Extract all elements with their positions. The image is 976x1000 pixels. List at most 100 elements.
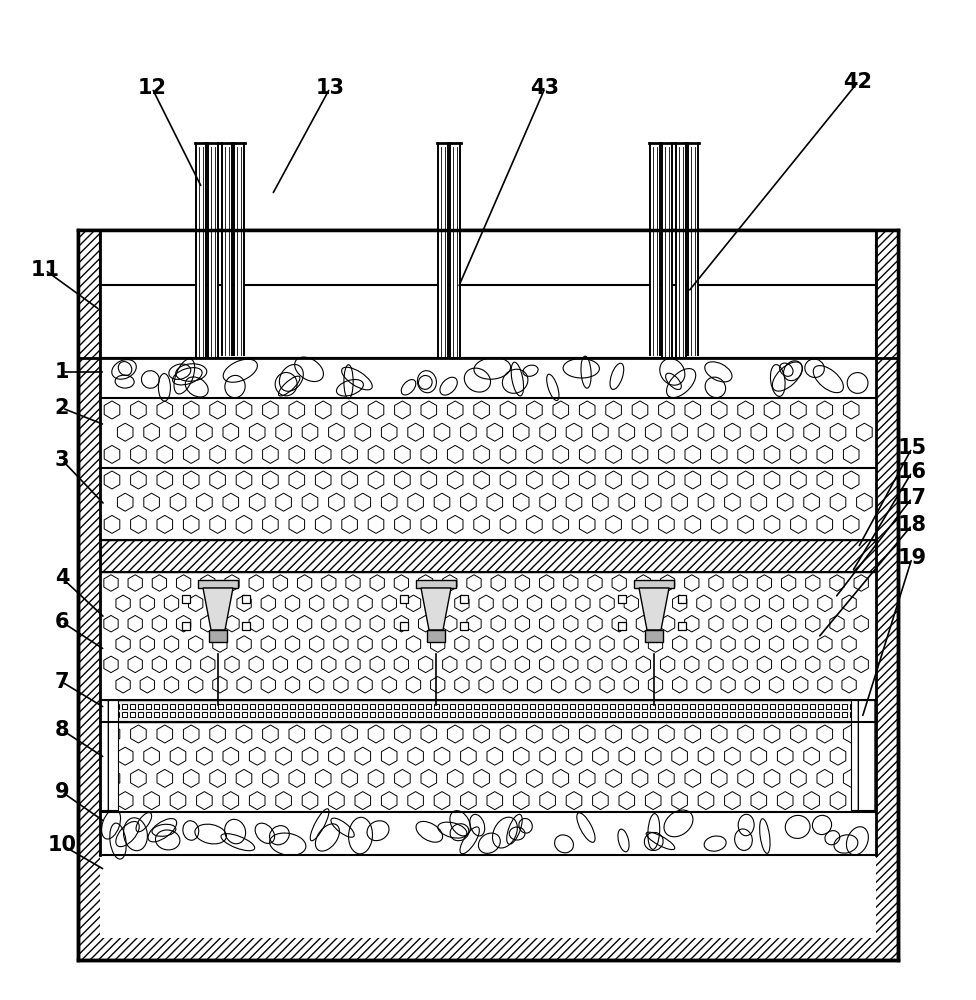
Bar [100,540,876,572]
Bar [234,712,239,717]
Bar [146,704,151,709]
Bar [802,712,807,717]
Bar [578,704,583,709]
Bar [688,143,698,355]
Bar [810,712,815,717]
Bar [100,700,118,810]
Bar [130,704,135,709]
Bar [522,712,527,717]
Bar [354,712,359,717]
Bar [146,712,151,717]
Bar [427,630,445,642]
Bar [802,704,807,709]
Bar [266,704,271,709]
Bar [714,704,719,709]
Bar [386,704,391,709]
Bar [234,704,239,709]
Bar [100,572,876,700]
Bar [418,704,423,709]
Bar [298,712,303,717]
Bar [474,704,479,709]
Bar [610,704,615,709]
Bar [618,712,623,717]
Text: 9: 9 [55,782,69,802]
Bar [634,704,639,709]
Bar [642,712,647,717]
Bar [678,595,686,603]
Bar [418,712,423,717]
Bar [426,712,431,717]
Bar [194,712,199,717]
Text: 42: 42 [843,72,873,92]
Bar [626,712,631,717]
Bar [426,704,431,709]
Bar [202,712,207,717]
Bar [642,704,647,709]
Bar [322,712,327,717]
Bar [466,704,471,709]
Bar [794,704,799,709]
Bar [400,595,408,603]
Bar [416,580,456,588]
Bar [826,712,831,717]
Bar [290,704,295,709]
Bar [274,704,279,709]
Bar [498,704,503,709]
Bar [154,712,159,717]
Bar [210,712,215,717]
Bar [866,704,871,709]
Bar [314,712,319,717]
Bar [460,622,468,630]
Bar [100,230,876,358]
Bar [490,704,495,709]
Bar [130,712,135,717]
Bar [298,704,303,709]
Bar [490,712,495,717]
Bar [546,704,551,709]
Bar [818,704,823,709]
Bar [138,704,143,709]
Bar [354,704,359,709]
Bar [594,712,599,717]
Bar [634,712,639,717]
Bar [498,712,503,717]
Bar [400,622,408,630]
Bar [306,704,311,709]
Bar [100,722,876,812]
Bar [100,252,876,938]
Bar [658,712,663,717]
Bar [154,704,159,709]
Bar [410,704,415,709]
Bar [698,712,703,717]
Bar [100,358,876,398]
Bar [690,704,695,709]
Bar [778,704,783,709]
Bar [209,630,227,642]
Bar [314,704,319,709]
Text: 2: 2 [55,398,69,418]
Polygon shape [203,588,233,630]
Bar [178,712,183,717]
Bar [346,704,351,709]
Bar [402,712,407,717]
Bar [706,704,711,709]
Bar [682,712,687,717]
Bar [618,704,623,709]
Bar [674,712,679,717]
Text: 15: 15 [898,438,926,458]
Text: 13: 13 [315,78,345,98]
Bar [690,712,695,717]
Bar [514,704,519,709]
Bar [666,712,671,717]
Bar [242,622,250,630]
Bar [842,704,847,709]
Bar [554,704,559,709]
Bar [100,468,876,540]
Bar [626,704,631,709]
Text: 1: 1 [55,362,69,382]
Text: 3: 3 [55,450,69,470]
Text: 8: 8 [55,720,69,740]
Bar [602,712,607,717]
Bar [290,712,295,717]
Bar [650,704,655,709]
